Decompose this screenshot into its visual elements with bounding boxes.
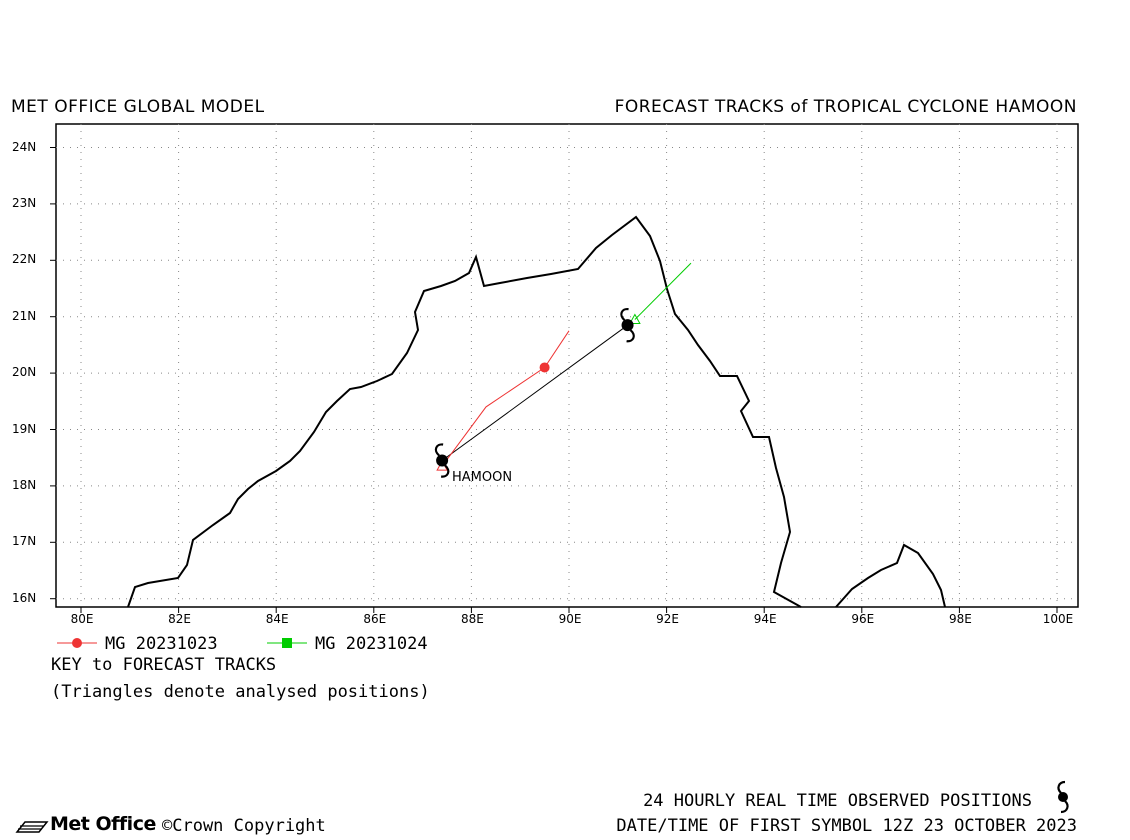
cyclone-eye [621, 319, 634, 332]
first-symbol-datetime: DATE/TIME OF FIRST SYMBOL 12Z 23 OCTOBER… [616, 816, 1077, 836]
legend-key-title: KEY to FORECAST TRACKS [51, 655, 277, 675]
coastline [127, 215, 946, 608]
model-title: MET OFFICE GLOBAL MODEL [11, 97, 265, 117]
forecast-track-run1 [441, 330, 570, 467]
lat-tick-label: 23N [12, 195, 37, 210]
lon-tick-label: 92E [656, 612, 680, 626]
cyclone-icon [620, 308, 635, 343]
lon-tick-label: 100E [1042, 612, 1074, 626]
cyclone-arm [620, 308, 629, 322]
met-office-brand: Met Office [50, 813, 156, 835]
lat-tick-label: 22N [12, 252, 37, 267]
cyclone-arm [626, 329, 635, 343]
legend-label-run1: MG 20231023 [105, 634, 218, 654]
map-frame [55, 123, 1079, 608]
run2-analysed-triangle [629, 313, 641, 325]
map-grid [56, 124, 1078, 607]
footer-storm-icon [1057, 780, 1069, 814]
legend-line-run2 [267, 638, 307, 648]
storm-name-label: HAMOON [452, 470, 513, 485]
cyclone-icon [434, 443, 450, 478]
crown-copyright: ©Crown Copyright [162, 816, 326, 836]
lon-tick-label: 82E [168, 612, 192, 626]
lat-tick-label: 19N [12, 421, 37, 436]
legend-line-run1 [57, 638, 97, 648]
lon-tick-label: 96E [851, 612, 875, 626]
lon-tick-label: 88E [460, 612, 484, 626]
lat-tick-label: 18N [12, 477, 37, 492]
cyclone-arm [434, 443, 444, 457]
lon-tick-label: 94E [753, 612, 777, 626]
lat-tick-label: 20N [12, 365, 37, 380]
lon-tick-label: 80E [70, 612, 94, 626]
forecast-tracks [436, 262, 692, 471]
forecast-track-run2 [634, 262, 692, 320]
legend-label-run2: MG 20231024 [315, 634, 428, 654]
lon-tick-label: 84E [265, 612, 289, 626]
legend-note: (Triangles denote analysed positions) [51, 682, 430, 702]
legend-square-marker [282, 638, 292, 648]
lon-tick-label: 90E [558, 612, 582, 626]
axis-ticks [50, 147, 1058, 613]
observed-track-line [441, 324, 628, 461]
chart-title: FORECAST TRACKS of TROPICAL CYCLONE HAMO… [614, 97, 1077, 117]
met-office-logo-icon [15, 821, 49, 833]
lat-tick-label: 17N [12, 534, 37, 549]
lat-tick-label: 21N [12, 308, 37, 323]
lat-tick-label: 24N [12, 139, 37, 154]
observed-positions-label: 24 HOURLY REAL TIME OBSERVED POSITIONS [643, 791, 1032, 811]
lon-tick-label: 98E [948, 612, 972, 626]
legend-circle-marker [72, 638, 82, 648]
storm-symbols [434, 308, 635, 478]
lat-tick-label: 16N [12, 590, 37, 605]
cyclone-eye [436, 454, 449, 467]
run1-forecast-point [539, 362, 550, 373]
lon-tick-label: 86E [363, 612, 387, 626]
cyclone-arm [440, 464, 450, 478]
